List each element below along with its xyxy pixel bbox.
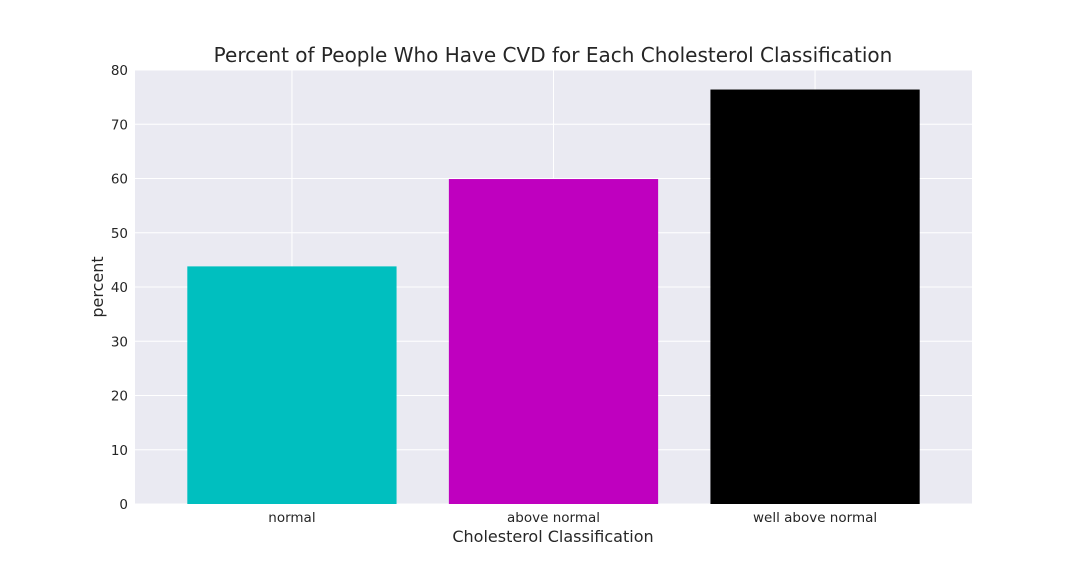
y-tick-label: 20 [111,389,128,405]
bar-well-above-normal [710,89,920,504]
y-tick-label: 80 [111,63,128,79]
bar-normal [187,266,397,504]
y-tick-label: 40 [111,280,128,296]
chart-title: Percent of People Who Have CVD for Each … [214,43,893,67]
bar-above-normal [448,179,659,505]
x-tick-label: well above normal [753,510,877,526]
y-tick-label: 50 [111,226,128,242]
y-tick-label: 10 [111,443,128,459]
x-tick-labels: normal above normal well above normal [268,510,877,526]
y-tick-label: 30 [111,334,128,350]
y-tick-labels: 0 10 20 30 40 50 60 70 80 [111,63,128,513]
x-tick-label: normal [268,510,315,526]
y-tick-label: 0 [119,497,128,513]
y-tick-label: 70 [111,117,128,133]
y-axis-label: percent [88,256,107,317]
x-tick-label: above normal [507,510,600,526]
x-axis-label: Cholesterol Classification [452,527,653,546]
bars [187,89,920,505]
y-tick-label: 60 [111,172,128,188]
